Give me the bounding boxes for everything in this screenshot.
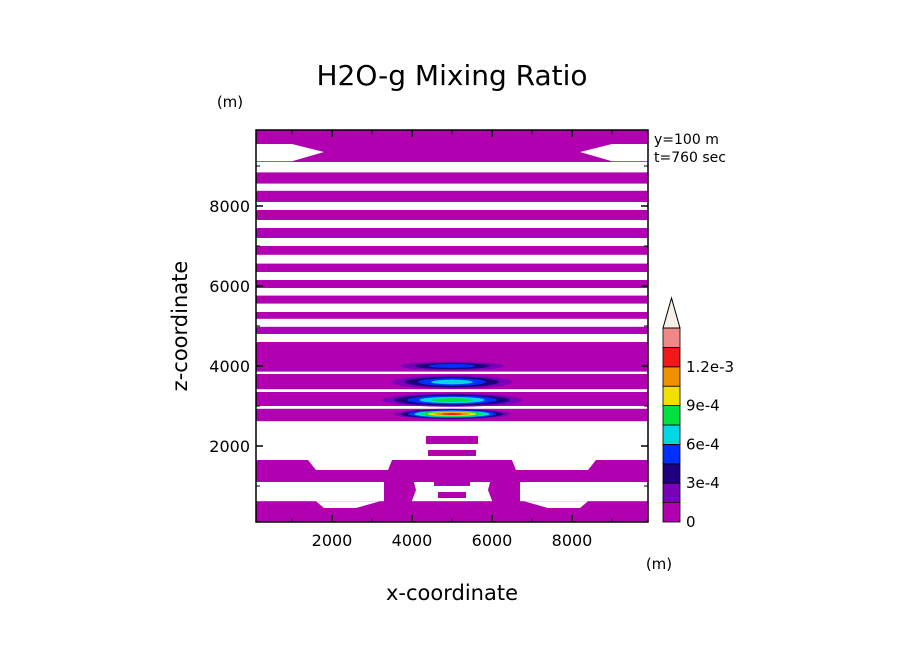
contour-gap [256, 183, 648, 191]
y-tick-label: 6000 [209, 277, 250, 296]
colorbar-tick-label: 1.2e-3 [686, 358, 734, 376]
info-line-y: y=100 m [654, 132, 719, 148]
colorbar-swatch [662, 346, 681, 368]
colorbar-swatch [662, 366, 681, 387]
contour-gap [256, 272, 648, 280]
contour-gap [512, 460, 596, 470]
chart-title: H2O-g Mixing Ratio [316, 59, 587, 92]
contour-arch [428, 450, 476, 456]
contour-gap [256, 238, 648, 246]
y-tick-label: 4000 [209, 357, 250, 376]
contour-gap [256, 371, 648, 374]
y-tick-label: 8000 [209, 197, 250, 216]
contour-peak [431, 379, 473, 385]
contour-gap [524, 501, 588, 508]
colorbar-swatch [662, 463, 681, 484]
contour-arch [488, 460, 520, 522]
colorbar-swatch [662, 443, 681, 465]
contour-arch [384, 460, 416, 522]
contour-arch [426, 436, 478, 444]
colorbar-swatch [662, 405, 681, 426]
contour-gap [256, 303, 648, 312]
colorbar-tick-label: 0 [686, 513, 696, 531]
colorbar: 0 3e-4 6e-4 9e-4 1.2e-3 [662, 296, 734, 531]
colorbar-swatch [662, 502, 681, 523]
x-tick-label: 6000 [472, 531, 513, 550]
contour-gap [256, 202, 648, 210]
contour-peak [428, 364, 476, 368]
contour-gap [256, 144, 324, 162]
contour-gap [580, 144, 648, 162]
colorbar-tick-label: 3e-4 [686, 474, 720, 492]
contour-gap [256, 162, 648, 173]
contour-peak [432, 398, 472, 402]
info-line-t: t=760 sec [654, 150, 726, 166]
axis-ticks: 2000 4000 6000 8000 2000 4000 6000 8000 [209, 130, 648, 550]
contour-lens [332, 344, 572, 364]
contour-arch [430, 464, 474, 472]
y-unit-label: (m) [217, 93, 243, 111]
colorbar-swatch [662, 327, 681, 348]
x-axis-label: x-coordinate [386, 581, 518, 605]
colorbar-swatch [662, 385, 681, 407]
colorbar-tick-label: 6e-4 [686, 435, 720, 453]
colorbar-swatch [662, 424, 681, 445]
contour-peak [441, 413, 463, 415]
x-unit-label: (m) [646, 555, 672, 573]
contour-gap [256, 288, 648, 296]
x-tick-label: 8000 [552, 531, 593, 550]
y-axis-label: z-coordinate [168, 261, 192, 392]
contour-gap [256, 254, 648, 264]
colorbar-extend-arrow [662, 296, 681, 329]
contour-gap [256, 318, 648, 327]
contour-arch [438, 492, 466, 498]
colorbar-tick-label: 9e-4 [686, 397, 720, 415]
contour-gap [256, 220, 648, 228]
contour-gap [256, 389, 648, 392]
contour-arch [434, 478, 470, 486]
x-tick-label: 2000 [312, 531, 353, 550]
x-tick-label: 4000 [392, 531, 433, 550]
colorbar-swatch [662, 482, 681, 504]
contour-gap [316, 501, 380, 508]
contour-gap [256, 334, 648, 342]
y-tick-label: 2000 [209, 437, 250, 456]
contour-gap [256, 406, 648, 409]
contour-field [256, 130, 648, 522]
contour-gap [256, 421, 648, 430]
contour-gap [308, 460, 392, 470]
